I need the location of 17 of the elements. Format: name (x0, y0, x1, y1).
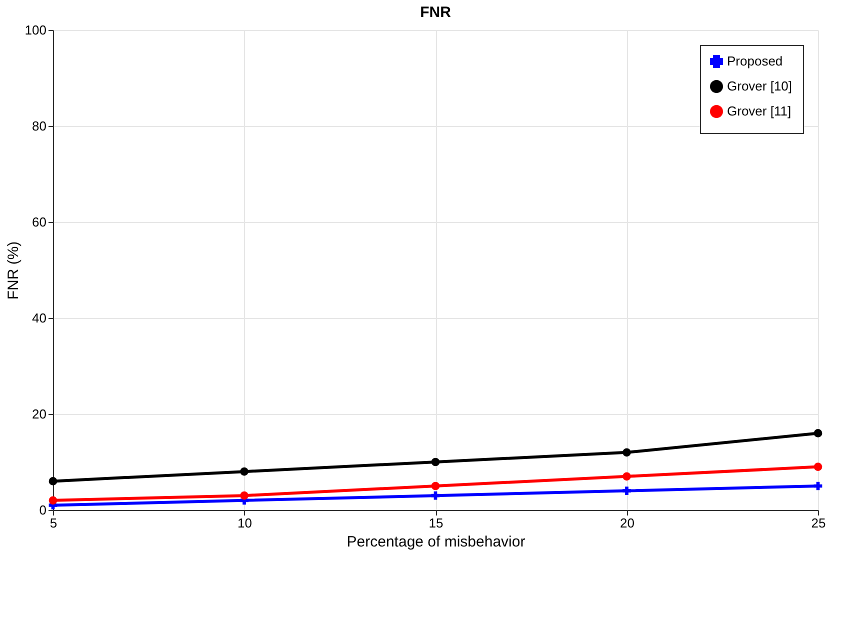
legend-label: Grover [10] (727, 78, 792, 94)
chart-title: FNR (420, 4, 452, 21)
x-tick-label: 25 (811, 516, 826, 530)
y-tick-label: 60 (32, 214, 46, 230)
y-axis-title: FNR (%) (4, 241, 22, 300)
x-tick-label: 20 (620, 516, 634, 530)
x-tick-label: 10 (238, 516, 252, 530)
y-tick-label: 0 (39, 502, 46, 518)
y-tick-label: 100 (24, 22, 46, 38)
legend-label: Grover [11] (727, 104, 792, 118)
legend-label: Proposed (727, 54, 783, 68)
x-tick-label: 5 (50, 516, 58, 530)
y-tick-label: 20 (32, 406, 46, 422)
x-tick-label: 15 (428, 516, 444, 530)
y-tick-label: 80 (32, 118, 46, 134)
y-tick-label: 40 (32, 310, 46, 326)
x-axis-title: Percentage of misbehavior (346, 534, 526, 550)
